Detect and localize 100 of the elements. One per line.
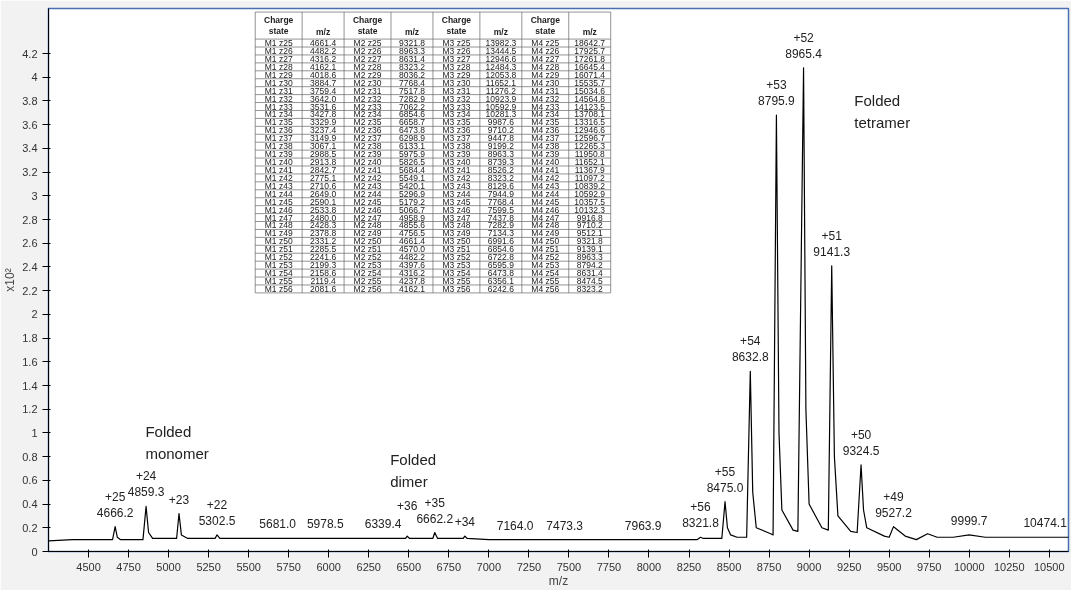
annotation: 8631.4 xyxy=(576,268,603,279)
annotation: m/z xyxy=(316,26,331,37)
annotation: 8323.2 xyxy=(576,283,603,294)
annotation: M4 z48 xyxy=(531,220,560,231)
annotation: M1 z54 xyxy=(264,268,293,279)
annotation: 8474.5 xyxy=(576,276,603,286)
x-tick-label: 8500 xyxy=(716,560,742,573)
annotation: M1 z42 xyxy=(264,172,293,183)
x-tick-label: 6250 xyxy=(356,560,381,573)
annotation: M2 z32 xyxy=(353,93,382,104)
annotation: 10592.9 xyxy=(574,188,606,199)
annotation: +34 xyxy=(454,515,476,530)
annotation: 6662.2 xyxy=(416,511,454,526)
annotation: 8323.2 xyxy=(398,61,426,72)
annotation: M3 z47 xyxy=(442,212,471,223)
annotation: M2 z46 xyxy=(353,204,382,215)
annotation: M2 z43 xyxy=(353,180,382,191)
y-tick-label: 2.6 xyxy=(22,237,38,250)
annotation: 8036.2 xyxy=(398,69,426,80)
annotation: +24 xyxy=(135,469,157,484)
annotation: M1 z31 xyxy=(264,85,293,96)
annotation: 6339.4 xyxy=(364,517,402,532)
annotation: 7062.2 xyxy=(398,101,426,112)
annotation: M4 z35 xyxy=(531,117,560,128)
annotation: M1 z44 xyxy=(264,188,293,199)
y-tick-label: 0.4 xyxy=(22,498,38,511)
annotation: 5302.5 xyxy=(198,513,236,528)
annotation: M1 z56 xyxy=(264,283,293,294)
annotation: 9324.5 xyxy=(842,443,880,458)
annotation: M4 z55 xyxy=(531,276,560,286)
annotation: 7599.5 xyxy=(487,204,515,215)
annotation: M3 z55 xyxy=(442,276,471,286)
annotation: M2 z36 xyxy=(353,125,382,136)
annotation: 4661.4 xyxy=(398,236,426,247)
annotation: M1 z35 xyxy=(264,117,293,128)
annotation: 12946.6 xyxy=(574,125,606,136)
annotation: 8323.2 xyxy=(487,172,515,183)
annotation: Charge state xyxy=(441,15,472,37)
annotation: 15034.6 xyxy=(574,85,606,96)
annotation: 2710.6 xyxy=(310,180,337,191)
annotation: M2 z56 xyxy=(353,283,382,294)
annotation: 12265.3 xyxy=(574,141,606,152)
annotation: 3427.8 xyxy=(310,109,337,120)
annotation: M3 z28 xyxy=(442,61,471,72)
annotation: 5549.1 xyxy=(398,172,426,183)
y-tick-label: 2.4 xyxy=(22,260,38,273)
y-tick-label: 1.8 xyxy=(22,332,38,345)
annotation: M4 z52 xyxy=(531,252,560,263)
annotation: M3 z39 xyxy=(442,149,471,160)
annotation: M3 z56 xyxy=(442,283,471,294)
annotation: m/z xyxy=(493,26,508,37)
annotation: M1 z38 xyxy=(264,141,293,152)
annotation: 4397.6 xyxy=(398,260,426,271)
annotation: 4855.6 xyxy=(398,220,426,231)
annotation: 10839.2 xyxy=(574,180,606,191)
annotation: M3 z50 xyxy=(442,236,471,247)
y-tick-label: 1 xyxy=(31,426,38,439)
annotation: M2 z47 xyxy=(353,212,382,223)
y-tick-label: 1.2 xyxy=(22,403,38,416)
annotation: M4 z51 xyxy=(531,244,560,255)
annotation: M4 z31 xyxy=(531,85,560,96)
annotation: 3329.9 xyxy=(310,117,337,128)
annotation: 5179.2 xyxy=(398,196,426,207)
annotation: 2775.1 xyxy=(310,172,337,183)
annotation: 17261.8 xyxy=(574,53,606,64)
annotation: M1 z51 xyxy=(264,244,293,255)
annotation: 7282.9 xyxy=(398,93,426,104)
y-tick-label: 2.2 xyxy=(22,284,38,297)
annotation: M1 z49 xyxy=(264,228,293,239)
annotation: 7282.9 xyxy=(487,220,515,231)
annotation: M4 z54 xyxy=(531,268,560,279)
y-tick-label: 0 xyxy=(31,545,38,558)
annotation: M3 z44 xyxy=(442,188,471,199)
annotation: 6991.6 xyxy=(487,236,515,247)
annotation: 8129.6 xyxy=(487,180,515,191)
annotation: 3067.1 xyxy=(310,141,337,152)
y-tick-label: 0.6 xyxy=(22,474,38,487)
y-tick-label: 1.4 xyxy=(22,379,38,392)
annotation: 4570.0 xyxy=(398,244,426,255)
annotation: 9139.1 xyxy=(576,244,603,255)
annotation: M2 z45 xyxy=(353,196,382,207)
y-tick-label: 3.8 xyxy=(22,94,38,107)
annotation: 7134.3 xyxy=(487,228,515,239)
annotation: M3 z27 xyxy=(442,53,471,64)
annotation: Charge state xyxy=(264,15,294,37)
annotation: 12484.3 xyxy=(485,61,517,72)
annotation: 6854.6 xyxy=(398,109,426,120)
annotation: M2 z33 xyxy=(353,101,382,112)
annotation: 2378.8 xyxy=(310,228,337,239)
annotation: +49 xyxy=(883,489,905,504)
annotation: 9987.6 xyxy=(487,117,515,128)
annotation: M2 z28 xyxy=(353,61,382,72)
annotation: M1 z30 xyxy=(264,77,293,88)
y-tick-label: 3.6 xyxy=(22,118,38,131)
annotation: M1 z53 xyxy=(264,260,293,271)
annotation: M2 z50 xyxy=(353,236,382,247)
annotation: 2988.5 xyxy=(310,149,337,160)
annotation: 2241.6 xyxy=(310,252,337,263)
annotation: +54 xyxy=(740,334,761,349)
annotation: M3 z45 xyxy=(442,196,471,207)
